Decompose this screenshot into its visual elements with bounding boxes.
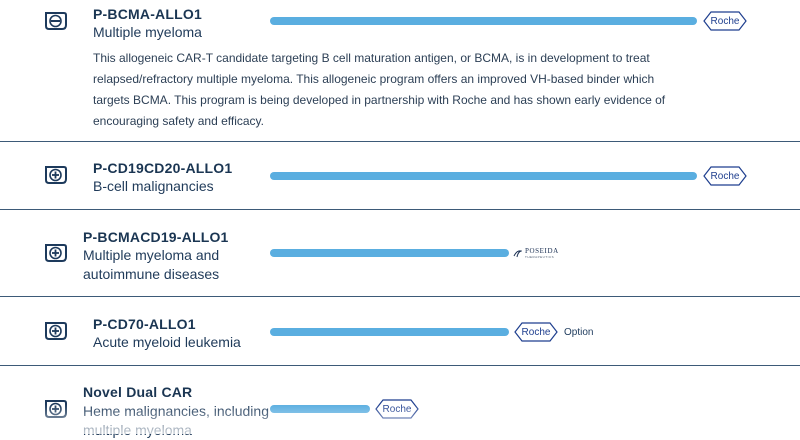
partner-logo-roche: Roche [703, 11, 747, 31]
row-divider [0, 296, 800, 297]
expand-icon[interactable] [42, 242, 68, 264]
row-divider [0, 365, 800, 366]
program-title[interactable]: P-BCMA-ALLO1 [93, 6, 202, 22]
poseida-mark-icon [513, 250, 522, 258]
partner-logo-roche: Roche [703, 166, 747, 186]
program-indication-line1: Multiple myeloma and [83, 247, 220, 263]
program-indication-line1: Heme malignancies, including [83, 403, 269, 419]
program-indication: Multiple myeloma [93, 24, 202, 40]
partner-logo-roche: Roche [514, 322, 558, 342]
program-indication-line2: autoimmune diseases [83, 266, 220, 282]
row-divider [0, 141, 800, 142]
expand-icon[interactable] [42, 398, 68, 420]
collapse-icon[interactable] [42, 10, 68, 32]
program-indication: Acute myeloid leukemia [93, 334, 241, 350]
progress-bar [270, 328, 509, 336]
program-row-novel-dual-car: Novel Dual CAR Heme malignancies, includ… [0, 366, 800, 438]
expand-icon[interactable] [42, 320, 68, 342]
program-title[interactable]: Novel Dual CAR [83, 384, 193, 400]
program-title[interactable]: P-CD19CD20-ALLO1 [93, 160, 233, 176]
progress-bar [270, 405, 370, 413]
program-row-bcma: P-BCMA-ALLO1 Multiple myeloma Roche This… [0, 0, 800, 142]
program-title[interactable]: P-BCMACD19-ALLO1 [83, 229, 229, 245]
program-indication-line2: multiple myeloma [83, 422, 192, 438]
partner-note: Option [564, 327, 594, 338]
expand-icon[interactable] [42, 164, 68, 186]
program-row-cd70: P-CD70-ALLO1 Acute myeloid leukemia Roch… [0, 297, 800, 365]
partner-logo-roche: Roche [375, 399, 419, 419]
program-row-cd19cd20: P-CD19CD20-ALLO1 B-cell malignancies Roc… [0, 142, 800, 210]
program-row-bcmacd19: P-BCMACD19-ALLO1 Multiple myeloma and au… [0, 210, 800, 297]
partner-logo-poseida: POSEIDA THERAPEUTICS [513, 248, 559, 259]
progress-bar [270, 17, 697, 25]
progress-bar [270, 249, 509, 257]
program-description: This allogeneic CAR-T candidate targetin… [93, 51, 666, 128]
row-divider [0, 209, 800, 210]
program-title[interactable]: P-CD70-ALLO1 [93, 316, 196, 332]
progress-bar [270, 172, 697, 180]
program-indication: B-cell malignancies [93, 178, 214, 194]
